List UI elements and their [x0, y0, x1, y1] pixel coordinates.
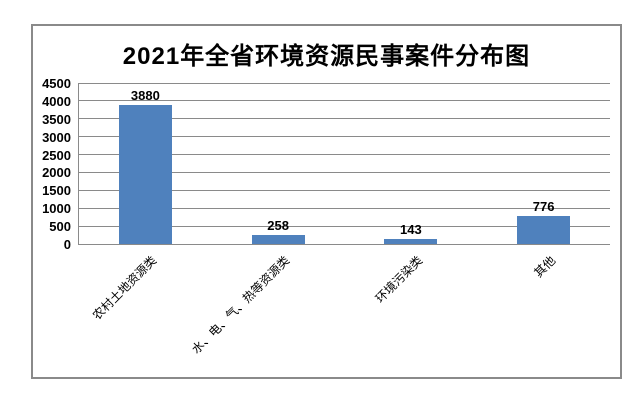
y-tick-label: 3500	[42, 111, 71, 127]
bar-value-label: 143	[400, 221, 422, 237]
gridline	[79, 118, 610, 120]
gridline	[79, 154, 610, 156]
gridline	[79, 207, 610, 209]
x-category-label: 水、电、气、热等资源类	[189, 253, 293, 357]
bar-value-label: 3880	[130, 88, 160, 104]
y-tick-label: 500	[49, 219, 71, 235]
y-tick-label: 1000	[42, 201, 71, 217]
bar-value-label: 776	[532, 199, 555, 215]
plot-area: 3880 258 143 776	[78, 82, 610, 245]
gridline	[79, 189, 610, 191]
gridline	[79, 136, 610, 138]
chart-frame: 2021年全省环境资源民事案件分布图 3880 258 143 776 4500 400…	[31, 24, 622, 379]
gridline	[79, 82, 610, 84]
y-tick-label: 0	[63, 237, 71, 252]
x-category-label: 农村土地资源类	[90, 253, 160, 323]
y-tick-label: 4000	[42, 93, 71, 109]
y-tick-label: 3000	[42, 129, 71, 145]
y-tick-label: 4500	[42, 76, 71, 91]
chart-title: 2021年全省环境资源民事案件分布图	[122, 43, 531, 70]
bar	[384, 238, 438, 244]
y-tick-label: 2500	[42, 147, 71, 163]
y-tick-label: 1500	[42, 183, 71, 199]
gridline	[79, 171, 610, 173]
y-tick-label: 2000	[42, 165, 71, 181]
gridline	[79, 225, 610, 227]
bar	[251, 234, 305, 244]
gridline	[79, 100, 610, 102]
x-category-label: 其他	[530, 253, 558, 281]
bar-value-label: 258	[267, 217, 289, 233]
bar	[517, 216, 571, 244]
bar	[118, 105, 172, 244]
x-category-label: 环境污染类	[372, 253, 426, 306]
